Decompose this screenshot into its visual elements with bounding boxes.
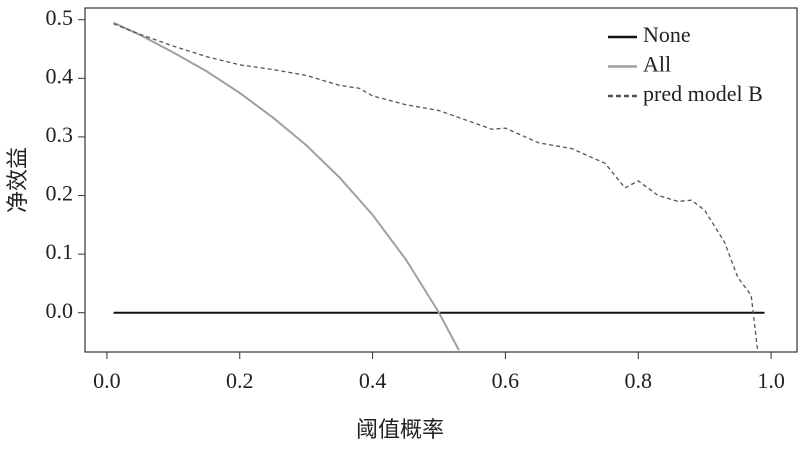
x-tick-label: 1.0 [757, 368, 785, 393]
series-line [113, 23, 759, 353]
y-tick-label: 0.0 [46, 298, 74, 323]
x-tick-label: 0.2 [226, 368, 254, 393]
plot-frame [84, 7, 798, 353]
y-tick-label: 0.2 [46, 181, 74, 206]
y-axis-label: 净效益 [5, 147, 30, 213]
y-tick-label: 0.1 [46, 239, 74, 264]
legend-label: All [643, 52, 671, 77]
y-tick-label: 0.4 [46, 63, 74, 88]
x-axis-label: 阈值概率 [356, 417, 444, 442]
x-tick-label: 0.6 [492, 368, 520, 393]
legend-label: pred model B [643, 81, 763, 106]
x-tick-label: 0.4 [359, 368, 387, 393]
y-tick-label: 0.3 [46, 122, 74, 147]
series-line [113, 21, 460, 351]
legend-label: None [643, 22, 691, 47]
x-tick-label: 0.0 [93, 368, 121, 393]
x-tick-label: 0.8 [625, 368, 653, 393]
y-tick-label: 0.5 [46, 5, 74, 30]
